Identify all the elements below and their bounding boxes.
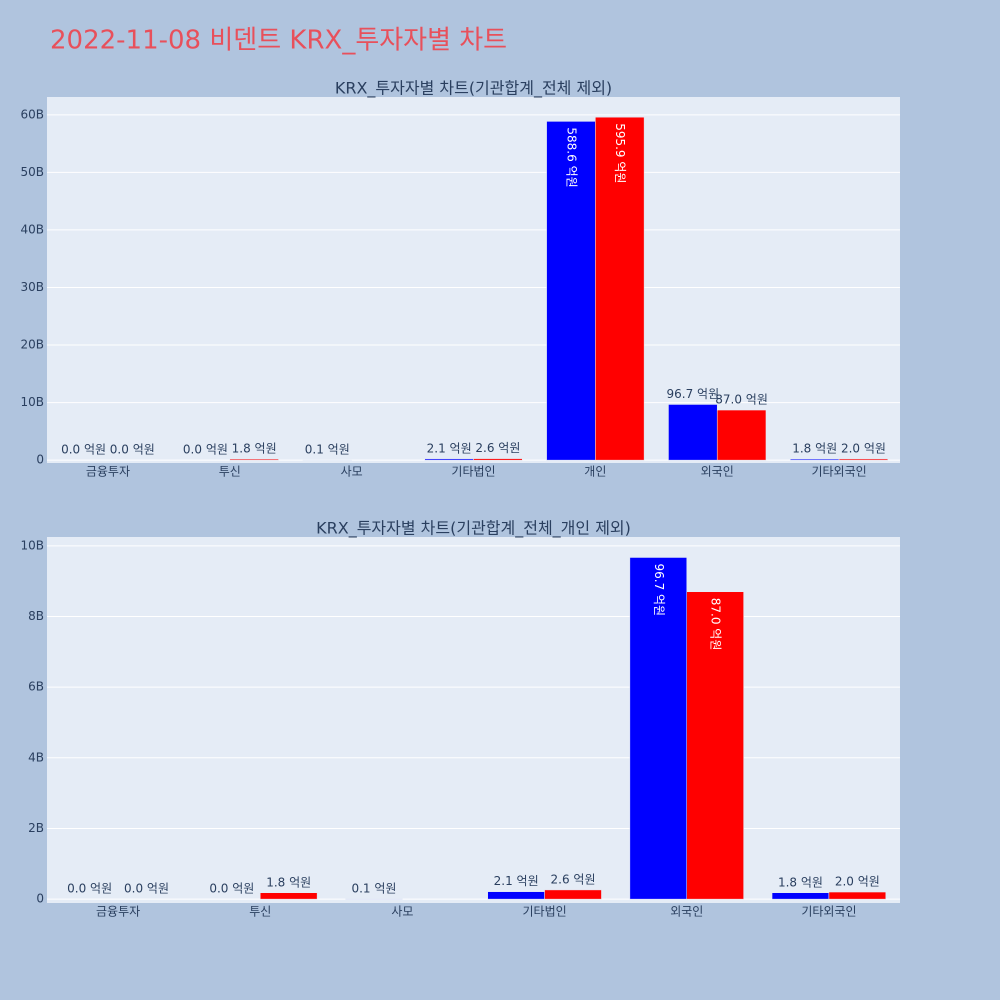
- page-title: 2022-11-08 비덴트 KRX_투자자별 차트: [50, 26, 507, 56]
- plot-area: [47, 537, 900, 903]
- plot-area: [47, 97, 900, 463]
- chart-title: KRX_투자자별 차트(기관합계_전체 제외): [335, 79, 612, 99]
- value-label: 96.7 억원: [667, 387, 720, 401]
- value-label: 2.6 억원: [551, 872, 596, 886]
- bar: [487, 891, 545, 900]
- bar: [260, 892, 318, 900]
- value-label: 0.1 억원: [351, 881, 396, 895]
- y-tick-label: 0: [36, 453, 44, 467]
- value-label: 588.6 억원: [564, 127, 578, 187]
- y-tick-label: 40B: [20, 222, 44, 236]
- value-label: 0.0 억원: [110, 443, 155, 457]
- y-tick-label: 2B: [28, 821, 44, 835]
- x-tick-label: 사모: [341, 465, 363, 479]
- y-tick-label: 60B: [20, 107, 44, 121]
- value-label: 1.8 억원: [792, 442, 837, 456]
- y-tick-label: 4B: [28, 750, 44, 764]
- bar: [595, 116, 645, 461]
- x-tick-label: 기타법인: [451, 465, 495, 479]
- bar: [546, 121, 596, 461]
- bar: [838, 458, 889, 461]
- x-tick-label: 기타외국인: [801, 905, 856, 919]
- value-label: 2.0 억원: [841, 441, 886, 455]
- y-tick-label: 6B: [28, 680, 44, 694]
- value-label: 1.8 억원: [778, 875, 823, 889]
- x-tick-label: 개인: [584, 465, 606, 479]
- x-tick-label: 외국인: [670, 905, 703, 919]
- bar: [629, 557, 688, 900]
- x-tick-label: 금융투자: [86, 465, 130, 479]
- x-tick-label: 금융투자: [96, 905, 140, 919]
- bar: [790, 458, 840, 461]
- value-label: 0.0 억원: [61, 443, 106, 457]
- value-label: 87.0 억원: [709, 598, 723, 651]
- value-label: 1.8 억원: [232, 442, 277, 456]
- x-tick-label: 투신: [219, 465, 241, 479]
- bar: [771, 892, 830, 900]
- value-label: 595.9 억원: [613, 123, 627, 183]
- y-tick-label: 50B: [20, 165, 44, 179]
- value-label: 2.1 억원: [494, 874, 539, 888]
- y-tick-label: 30B: [20, 280, 44, 294]
- value-label: 0.0 억원: [124, 882, 169, 896]
- y-tick-label: 8B: [28, 609, 44, 623]
- y-tick-label: 10B: [20, 538, 44, 552]
- value-label: 0.0 억원: [67, 882, 112, 896]
- bar: [473, 458, 523, 461]
- y-tick-label: 0: [36, 892, 44, 906]
- value-label: 2.1 억원: [427, 441, 472, 455]
- bar: [544, 889, 602, 900]
- x-tick-label: 외국인: [701, 465, 734, 479]
- x-tick-label: 사모: [391, 905, 413, 919]
- bar: [828, 891, 887, 900]
- value-label: 87.0 억원: [715, 393, 768, 407]
- chart-title: KRX_투자자별 차트(기관합계_전체_개인 제외): [316, 519, 631, 539]
- bar: [668, 404, 718, 461]
- x-tick-label: 투신: [249, 905, 271, 919]
- bar: [716, 409, 767, 461]
- bar: [686, 591, 744, 900]
- value-label: 96.7 억원: [652, 563, 666, 616]
- bar: [229, 458, 279, 461]
- y-tick-label: 10B: [20, 395, 44, 409]
- x-tick-label: 기타법인: [522, 905, 566, 919]
- y-tick-label: 20B: [20, 338, 44, 352]
- bar: [424, 458, 474, 461]
- value-label: 2.0 억원: [835, 875, 880, 889]
- value-label: 1.8 억원: [266, 875, 311, 889]
- value-label: 2.6 억원: [475, 441, 520, 455]
- value-label: 0.1 억원: [305, 443, 350, 457]
- x-tick-label: 기타외국인: [811, 465, 866, 479]
- value-label: 0.0 억원: [209, 882, 254, 896]
- value-label: 0.0 억원: [183, 443, 228, 457]
